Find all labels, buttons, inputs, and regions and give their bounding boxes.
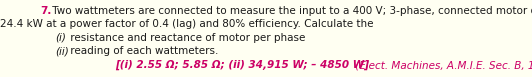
Text: Two wattmeters are connected to measure the input to a 400 V; 3-phase, connected: Two wattmeters are connected to measure … (49, 6, 532, 16)
Text: (Elect. Machines, A.M.I.E. Sec. B, 1993): (Elect. Machines, A.M.I.E. Sec. B, 1993) (352, 60, 532, 70)
Text: resistance and reactance of motor per phase: resistance and reactance of motor per ph… (66, 33, 305, 43)
Text: (ii): (ii) (55, 46, 69, 56)
Text: [(i) 2.55 Ω; 5.85 Ω; (ii) 34,915 W; – 4850 W]: [(i) 2.55 Ω; 5.85 Ω; (ii) 34,915 W; – 48… (115, 60, 369, 70)
Text: 24.4 kW at a power factor of 0.4 (lag) and 80% efficiency. Calculate the: 24.4 kW at a power factor of 0.4 (lag) a… (0, 19, 373, 29)
Text: 7.: 7. (40, 6, 52, 16)
Text: (i): (i) (55, 33, 66, 43)
Text: reading of each wattmeters.: reading of each wattmeters. (66, 46, 218, 56)
